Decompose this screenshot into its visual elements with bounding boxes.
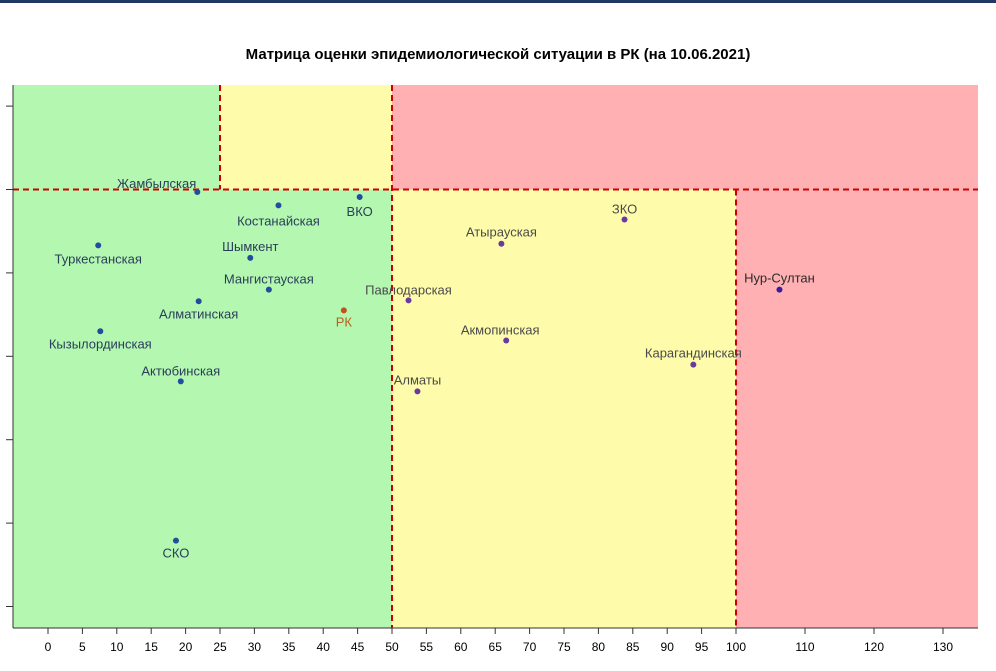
point-label: ЗКО <box>612 202 637 217</box>
x-tick-label: 0 <box>45 640 52 654</box>
x-tick-label: 110 <box>795 640 814 654</box>
x-tick-label: 5 <box>79 640 86 654</box>
zone-red-lower <box>736 189 978 628</box>
point-label: Туркестанская <box>55 251 142 266</box>
point-label: Кызылординская <box>49 336 152 351</box>
point-label: Костанайская <box>237 213 320 228</box>
x-tick-label: 60 <box>454 640 468 654</box>
data-point <box>265 286 272 293</box>
point-label: Павлодарская <box>365 282 452 297</box>
point-label: Актюбинская <box>141 363 220 378</box>
zone-yellow-lower <box>392 189 736 628</box>
data-point <box>275 202 282 209</box>
data-point <box>503 337 510 344</box>
x-tick-label: 90 <box>661 640 675 654</box>
x-tick-label: 35 <box>282 640 296 654</box>
point-label: Алматы <box>394 372 441 387</box>
point-label: ВКО <box>347 204 373 219</box>
x-tick-label: 55 <box>420 640 434 654</box>
point-label: Шымкент <box>222 239 278 254</box>
x-tick-label: 130 <box>933 640 953 654</box>
x-tick-label: 80 <box>592 640 606 654</box>
point-label: РК <box>336 314 353 329</box>
point-label: Акмопинская <box>461 322 540 337</box>
chart-title: Матрица оценки эпидемиологической ситуац… <box>245 46 751 63</box>
point-label: Алматинская <box>159 306 238 321</box>
x-tick-label: 45 <box>351 640 365 654</box>
zone-green-upper <box>13 85 220 190</box>
zone-yellow-upper <box>220 85 392 190</box>
data-point <box>194 189 201 196</box>
data-point <box>247 254 254 261</box>
zone-green-lower <box>13 189 392 628</box>
data-point <box>340 307 347 314</box>
point-label: Карагандинская <box>645 346 742 361</box>
x-tick-label: 30 <box>248 640 262 654</box>
x-tick-label: 40 <box>317 640 331 654</box>
x-tick-label: 120 <box>864 640 884 654</box>
data-point <box>95 242 102 249</box>
point-label: Мангистауская <box>224 272 314 287</box>
x-tick-label: 95 <box>695 640 709 654</box>
point-label: Нур-Султан <box>744 271 815 286</box>
data-point <box>498 240 505 247</box>
point-label: СКО <box>162 546 189 561</box>
x-tick-label: 10 <box>110 640 124 654</box>
data-point <box>97 328 104 335</box>
x-tick-label: 25 <box>213 640 227 654</box>
data-point <box>405 297 412 304</box>
zone-red-upper <box>392 85 978 190</box>
x-tick-label: 65 <box>489 640 503 654</box>
data-point <box>414 388 421 395</box>
x-tick-label: 75 <box>557 640 571 654</box>
x-tick-label: 50 <box>385 640 399 654</box>
x-tick-label: 70 <box>523 640 537 654</box>
x-tick-label: 15 <box>145 640 159 654</box>
data-point <box>177 378 184 385</box>
data-point <box>195 298 202 305</box>
data-point <box>621 216 628 223</box>
x-tick-label: 20 <box>179 640 193 654</box>
x-tick-label: 100 <box>726 640 746 654</box>
x-tick-label: 85 <box>626 640 640 654</box>
data-point <box>776 286 783 293</box>
data-point <box>172 537 179 544</box>
data-point <box>690 361 697 368</box>
data-point <box>356 194 363 201</box>
top-border <box>0 0 996 3</box>
point-label: Атырауская <box>466 225 537 240</box>
point-label: Жамбылская <box>117 176 196 191</box>
